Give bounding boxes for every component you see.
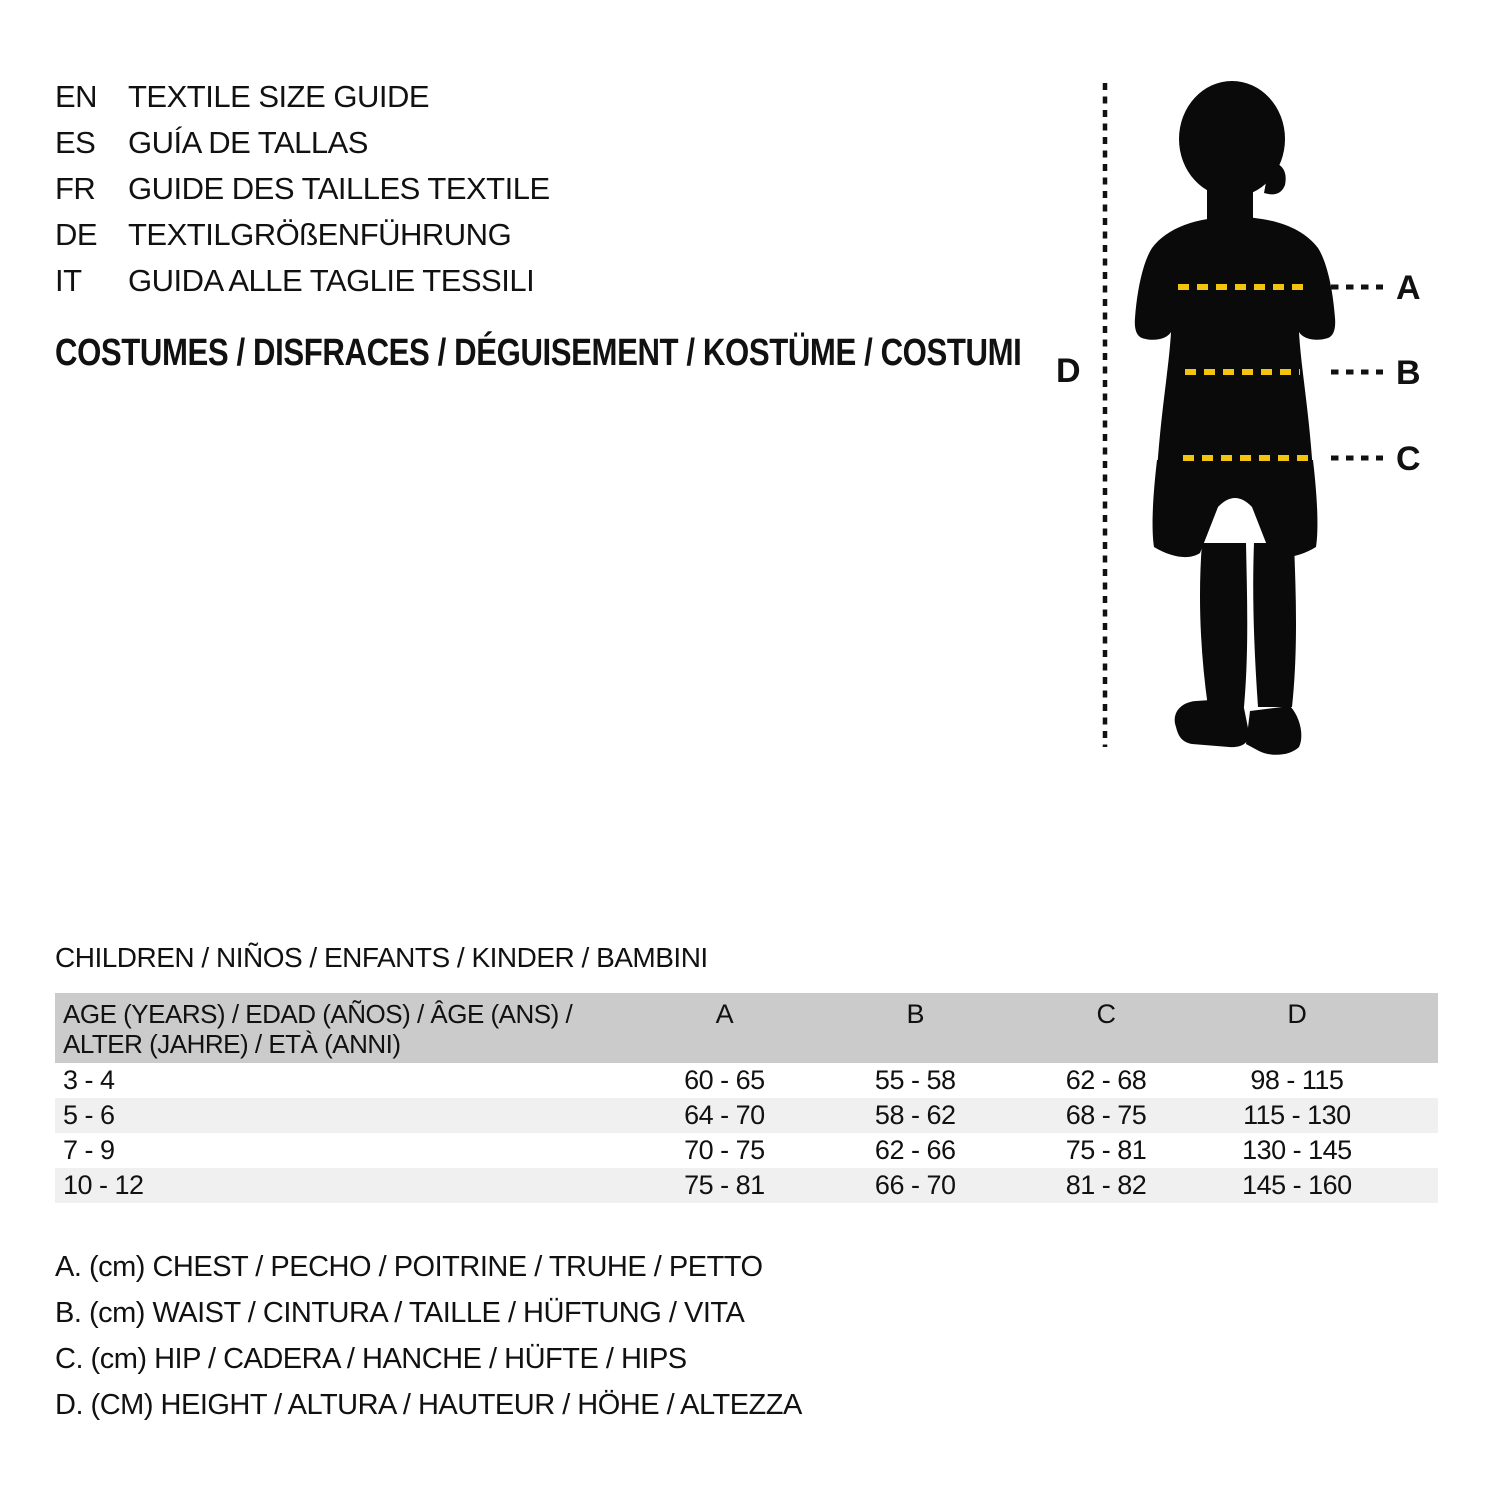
column-header-d: D <box>1287 999 1307 1029</box>
legend-chest: A. (cm) CHEST / PECHO / POITRINE / TRUHE… <box>55 1251 763 1283</box>
category-title-text: COSTUMES / DISFRACES / DÉGUISEMENT / KOS… <box>55 332 1022 374</box>
silhouette-ear <box>1264 161 1286 195</box>
age-header-line2: ALTER (JAHRE) / ETÀ (ANNI) <box>63 1029 401 1059</box>
age-cell: 7 - 9 <box>63 1135 115 1165</box>
language-code: FR <box>55 171 96 206</box>
column-header-a: A <box>715 999 734 1029</box>
legend-height: D. (CM) HEIGHT / ALTURA / HAUTEUR / HÖHE… <box>55 1389 802 1421</box>
table-row: 10 - 12 75 - 81 66 - 70 81 - 82 145 - 16… <box>55 1168 1438 1203</box>
language-code: EN <box>55 79 98 114</box>
silhouette-right-leg <box>1253 543 1296 707</box>
language-code: DE <box>55 217 98 252</box>
silhouette-head <box>1179 81 1285 197</box>
height-cell: 130 - 145 <box>1242 1135 1352 1165</box>
silhouette-left-shoe <box>1174 698 1250 748</box>
language-row-de: DE TEXTILGRÖßENFÜHRUNG <box>55 212 550 258</box>
table-row: 5 - 6 64 - 70 58 - 62 68 - 75 115 - 130 <box>55 1098 1438 1133</box>
language-row-en: EN TEXTILE SIZE GUIDE <box>55 74 550 120</box>
measurement-figure: A B C D <box>1040 75 1460 760</box>
legend-hip: C. (cm) HIP / CADERA / HANCHE / HÜFTE / … <box>55 1343 687 1375</box>
language-code: ES <box>55 125 96 160</box>
category-title: COSTUMES / DISFRACES / DÉGUISEMENT / KOS… <box>55 332 1234 375</box>
hip-cell: 62 - 68 <box>1065 1065 1147 1095</box>
child-silhouette <box>1134 81 1336 755</box>
silhouette-left-leg <box>1200 543 1248 707</box>
age-cell: 3 - 4 <box>63 1065 115 1095</box>
language-label: TEXTILE SIZE GUIDE <box>128 79 430 114</box>
waist-cell: 55 - 58 <box>874 1065 956 1095</box>
language-label: GUÍA DE TALLAS <box>128 125 368 160</box>
marker-label-a: A <box>1396 269 1421 307</box>
age-column-header: AGE (YEARS) / EDAD (AÑOS) / ÂGE (ANS) / … <box>55 999 629 1059</box>
chest-cell: 70 - 75 <box>684 1135 765 1165</box>
silhouette-shorts <box>1152 460 1318 558</box>
hip-cell: 81 - 82 <box>1065 1170 1147 1200</box>
marker-label-b: B <box>1396 354 1421 392</box>
waist-cell: 58 - 62 <box>874 1100 956 1130</box>
age-cell: 5 - 6 <box>63 1100 115 1130</box>
silhouette-right-shoe <box>1246 706 1302 755</box>
child-figure-svg <box>1102 81 1383 755</box>
table-row: 7 - 9 70 - 75 62 - 66 75 - 81 130 - 145 <box>55 1133 1438 1168</box>
hip-cell: 75 - 81 <box>1065 1135 1147 1165</box>
chest-cell: 64 - 70 <box>684 1100 765 1130</box>
marker-label-c: C <box>1396 440 1421 478</box>
language-code: IT <box>55 263 82 298</box>
language-label: GUIDA ALLE TAGLIE TESSILI <box>128 263 535 298</box>
height-cell: 98 - 115 <box>1250 1065 1344 1095</box>
language-row-es: ES GUÍA DE TALLAS <box>55 120 550 166</box>
measurement-legend: A. (cm) CHEST / PECHO / POITRINE / TRUHE… <box>55 1244 802 1428</box>
marker-label-d: D <box>1056 352 1081 390</box>
chest-cell: 60 - 65 <box>684 1065 765 1095</box>
height-cell: 145 - 160 <box>1242 1170 1352 1200</box>
size-table: AGE (YEARS) / EDAD (AÑOS) / ÂGE (ANS) / … <box>55 993 1438 1203</box>
legend-waist: B. (cm) WAIST / CINTURA / TAILLE / HÜFTU… <box>55 1297 745 1329</box>
silhouette-torso <box>1134 217 1336 472</box>
waist-cell: 62 - 66 <box>874 1135 956 1165</box>
height-cell: 115 - 130 <box>1243 1100 1351 1130</box>
chest-cell: 75 - 81 <box>684 1170 765 1200</box>
section-title: CHILDREN / NIÑOS / ENFANTS / KINDER / BA… <box>55 942 708 973</box>
age-header-line1: AGE (YEARS) / EDAD (AÑOS) / ÂGE (ANS) / <box>63 999 573 1029</box>
waist-cell: 66 - 70 <box>874 1170 956 1200</box>
language-label: TEXTILGRÖßENFÜHRUNG <box>128 217 512 252</box>
column-header-b: B <box>906 999 924 1029</box>
language-label: GUIDE DES TAILLES TEXTILE <box>128 171 550 206</box>
language-list: EN TEXTILE SIZE GUIDE ES GUÍA DE TALLAS … <box>55 74 550 304</box>
column-header-c: C <box>1096 999 1116 1029</box>
language-row-it: IT GUIDA ALLE TAGLIE TESSILI <box>55 258 550 304</box>
hip-cell: 68 - 75 <box>1065 1100 1147 1130</box>
table-row: 3 - 4 60 - 65 55 - 58 62 - 68 98 - 115 <box>55 1063 1438 1098</box>
table-header-row: AGE (YEARS) / EDAD (AÑOS) / ÂGE (ANS) / … <box>55 993 1438 1063</box>
language-row-fr: FR GUIDE DES TAILLES TEXTILE <box>55 166 550 212</box>
age-cell: 10 - 12 <box>63 1170 144 1200</box>
